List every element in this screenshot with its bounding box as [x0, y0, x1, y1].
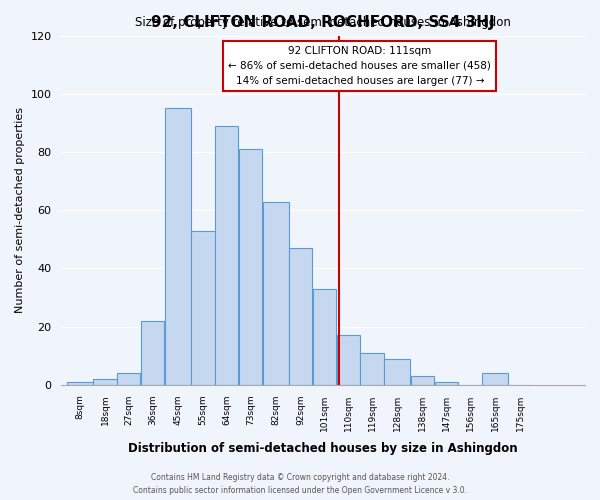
Bar [313, 289, 336, 385]
Bar [141, 321, 164, 385]
Bar [411, 376, 434, 385]
Bar [263, 202, 289, 385]
Bar [434, 382, 458, 385]
Text: Contains HM Land Registry data © Crown copyright and database right 2024.
Contai: Contains HM Land Registry data © Crown c… [133, 474, 467, 495]
Text: 92 CLIFTON ROAD: 111sqm
← 86% of semi-detached houses are smaller (458)
14% of s: 92 CLIFTON ROAD: 111sqm ← 86% of semi-de… [229, 46, 491, 86]
Bar [94, 379, 116, 385]
Bar [191, 230, 215, 385]
Bar [215, 126, 238, 385]
Bar [165, 108, 191, 385]
Bar [361, 353, 384, 385]
Bar [67, 382, 93, 385]
Bar [337, 336, 360, 385]
Y-axis label: Number of semi-detached properties: Number of semi-detached properties [15, 107, 25, 313]
Text: Size of property relative to semi-detached houses in Ashingdon: Size of property relative to semi-detach… [135, 16, 511, 28]
Bar [289, 248, 313, 385]
Bar [384, 358, 410, 385]
X-axis label: Distribution of semi-detached houses by size in Ashingdon: Distribution of semi-detached houses by … [128, 442, 518, 455]
Title: 92, CLIFTON ROAD, ROCHFORD, SS4 3HJ: 92, CLIFTON ROAD, ROCHFORD, SS4 3HJ [151, 16, 495, 30]
Bar [482, 373, 508, 385]
Bar [239, 149, 262, 385]
Bar [117, 373, 140, 385]
